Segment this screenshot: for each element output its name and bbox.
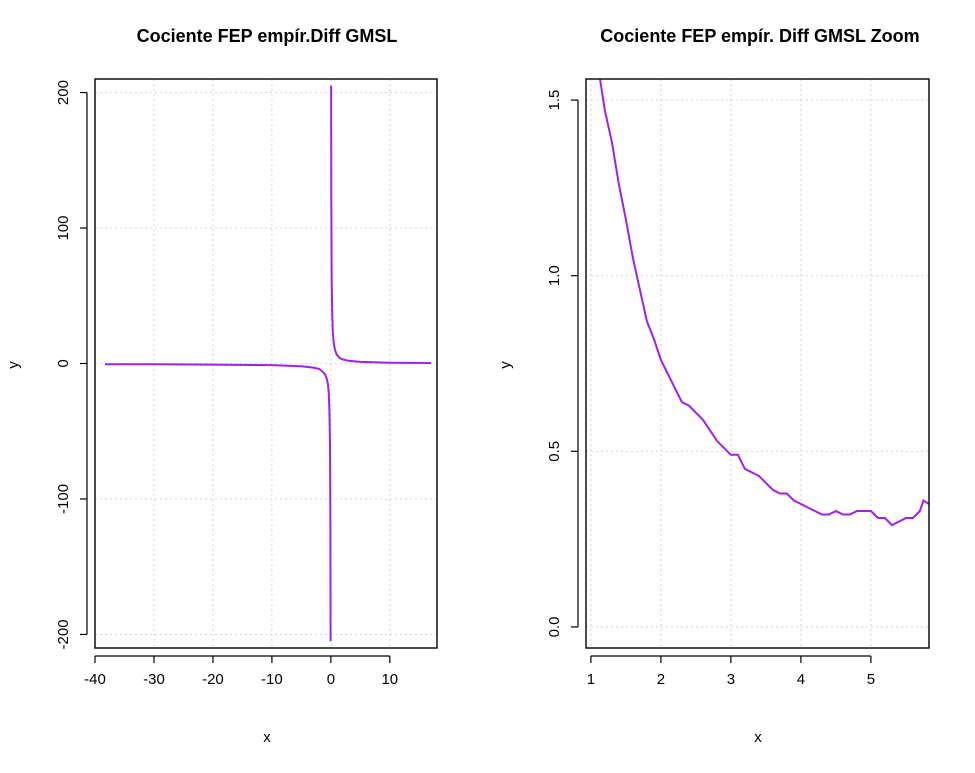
left-chart-y-tick-label: 100 xyxy=(55,216,72,241)
left-chart-y-tick-label: 200 xyxy=(55,80,72,105)
left-chart: Cociente FEP empír.Diff GMSL x y -40 -30 -… xyxy=(5,26,438,746)
left-chart-x-axis-label: x xyxy=(263,729,271,746)
right-chart-x-tick-label: 5 xyxy=(867,671,875,688)
left-chart-x-tick-label: -30 xyxy=(143,671,165,688)
left-chart-x-tick-label: -10 xyxy=(261,671,283,688)
right-chart-x-tick-label: 2 xyxy=(657,671,665,688)
right-chart: Cociente FEP empír. Diff GMSL Zoom x y 1… xyxy=(497,26,930,746)
left-chart-y-axis-label: y xyxy=(5,361,22,369)
right-chart-y-tick-label: 1.0 xyxy=(546,265,563,286)
left-chart-x-tick-label: -20 xyxy=(202,671,224,688)
left-chart-series-line-1 xyxy=(104,363,332,642)
left-chart-plot-frame xyxy=(94,78,438,649)
right-chart-title: Cociente FEP empír. Diff GMSL Zoom xyxy=(600,26,919,46)
left-chart-y-tick-label: 0 xyxy=(55,359,72,367)
right-chart-series-line-1 xyxy=(599,79,929,527)
right-chart-plot-frame xyxy=(585,78,930,649)
right-chart-y-tick-label: 1.5 xyxy=(546,90,563,111)
right-chart-y-axis-label: y xyxy=(497,361,514,369)
left-chart-y-tick-label: -200 xyxy=(55,619,72,649)
right-chart-y-tick-label: 0.5 xyxy=(546,441,563,462)
right-chart-y-tick-label: 0.0 xyxy=(546,616,563,637)
left-chart-x-tick-label: 0 xyxy=(327,671,335,688)
right-chart-x-tick-label: 4 xyxy=(797,671,805,688)
left-chart-y-tick-label: -100 xyxy=(55,484,72,514)
left-chart-x-tick-label: -40 xyxy=(84,671,106,688)
right-chart-x-tick-label: 3 xyxy=(727,671,735,688)
right-chart-x-axis-label: x xyxy=(754,729,762,746)
left-chart-title: Cociente FEP empír.Diff GMSL xyxy=(137,26,398,46)
right-chart-x-tick-label: 1 xyxy=(587,671,595,688)
left-chart-series-line-2 xyxy=(330,85,432,364)
left-chart-x-tick-label: 10 xyxy=(381,671,398,688)
right-chart-plot-area: 1 2 3 4 5 0.0 0.5 1.0 1.5 xyxy=(546,78,930,688)
